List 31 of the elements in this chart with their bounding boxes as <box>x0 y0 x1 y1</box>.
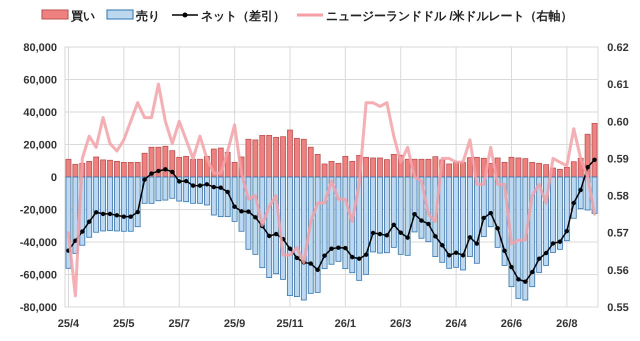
y2-tick-label: 0.57 <box>607 228 629 240</box>
x-tick-label: 26/3 <box>390 318 412 330</box>
y2-tick-label: 0.56 <box>607 264 629 277</box>
y-tick-label: -20,000 <box>20 204 57 216</box>
x-tick-label: 26/1 <box>334 318 356 330</box>
x-tick-label: 26/6 <box>500 318 522 330</box>
legend-label: ニュージーランドドル /米ドルレート（右軸） <box>326 9 573 23</box>
y-tick-label: 80,000 <box>23 42 57 54</box>
x-tick-label: 26/8 <box>556 318 578 330</box>
y2-tick-label: 0.62 <box>607 42 629 54</box>
legend-label: ネット（差引） <box>201 9 285 23</box>
y2-tick-label: 0.59 <box>607 153 629 166</box>
y2-tick-label: 0.60 <box>607 116 629 128</box>
legend-label: 売り <box>136 9 160 23</box>
y2-tick-label: 0.61 <box>607 79 629 92</box>
legend-label: 買い <box>70 9 95 23</box>
y-tick-label: 40,000 <box>23 107 57 119</box>
y-tick-label: 60,000 <box>23 74 57 86</box>
x-tick-label: 25/7 <box>168 318 190 330</box>
x-tick-label: 25/4 <box>58 318 80 330</box>
x-tick-label: 25/9 <box>224 318 246 330</box>
x-tick-label: 26/4 <box>445 318 468 330</box>
y2-tick-label: 0.55 <box>607 302 629 314</box>
y-tick-label: -60,000 <box>20 270 57 282</box>
x-tick-label: 25/5 <box>113 318 135 330</box>
y2-tick-label: 0.58 <box>607 190 629 203</box>
y-tick-label: 0 <box>50 172 57 184</box>
x-tick-label: 25/11 <box>276 318 304 330</box>
y-tick-label: 20,000 <box>23 140 57 152</box>
y-tick-label: -80,000 <box>20 302 57 314</box>
y-tick-label: -40,000 <box>20 237 57 249</box>
